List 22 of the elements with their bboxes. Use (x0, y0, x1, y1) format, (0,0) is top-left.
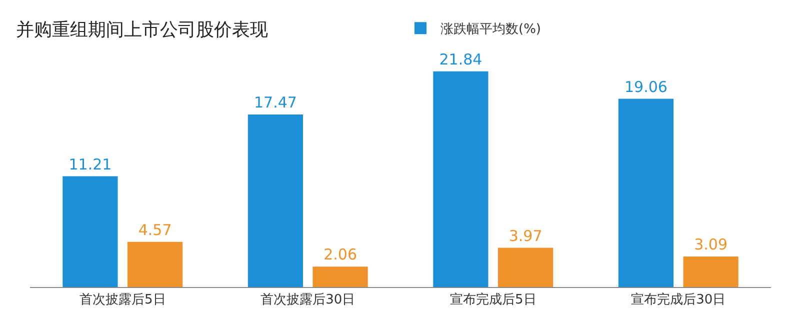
data-label: 11.21 (68, 155, 112, 174)
x-tick-label: 宣布完成后5日 (450, 292, 536, 308)
x-tick-label: 首次披露后5日 (79, 292, 166, 308)
data-label: 2.06 (324, 246, 357, 264)
data-label: 17.47 (254, 94, 297, 112)
chart-title: 并购重组期间上市公司股价表现 (16, 19, 268, 40)
data-label: 4.57 (138, 220, 172, 239)
bar (498, 248, 554, 287)
legend-label: 涨跌幅平均数(%) (440, 22, 541, 38)
x-tick-label: 首次披露后30日 (260, 292, 356, 308)
data-label: 21.84 (439, 50, 482, 68)
data-label: 3.09 (694, 235, 728, 254)
x-tick-label: 宣布完成后30日 (631, 292, 726, 308)
data-label: 19.06 (624, 78, 668, 96)
bar (683, 256, 738, 287)
data-label: 3.97 (508, 226, 542, 245)
bar (433, 71, 488, 287)
bar (248, 114, 304, 287)
bar (312, 266, 368, 287)
bar (62, 176, 118, 287)
bar (127, 242, 183, 287)
bar (618, 98, 674, 287)
